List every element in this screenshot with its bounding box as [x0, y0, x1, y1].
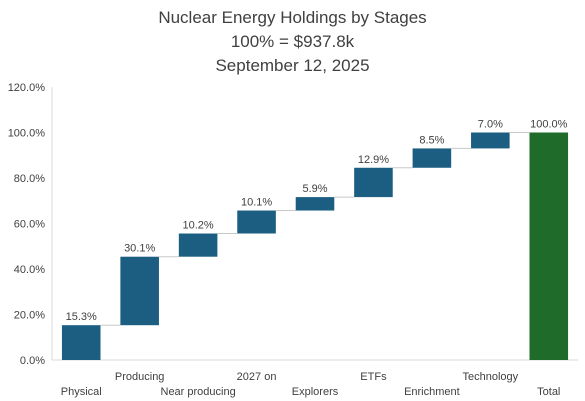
step-bar	[295, 197, 335, 211]
y-tick-label: 120.0%	[8, 82, 46, 94]
step-bar	[412, 148, 452, 168]
y-tick-label: 60.0%	[14, 219, 45, 231]
chart-date: September 12, 2025	[215, 56, 370, 75]
chart-subtitle: 100% = $937.8k	[230, 32, 355, 51]
x-category-label: Producing	[115, 371, 165, 383]
data-label: 30.1%	[124, 243, 155, 255]
y-tick-label: 80.0%	[14, 173, 45, 185]
step-bar	[237, 210, 276, 234]
data-label: 10.1%	[241, 197, 272, 209]
x-category-label: ETFs	[360, 371, 387, 383]
data-label: 100.0%	[530, 119, 568, 131]
x-category-label: Technology	[463, 371, 519, 383]
data-label: 15.3%	[66, 311, 97, 323]
data-label: 5.9%	[302, 183, 327, 195]
step-bar	[354, 167, 393, 198]
x-category-label: Near producing	[161, 386, 236, 398]
y-tick-label: 20.0%	[14, 310, 45, 322]
x-category-label: 2027 on	[237, 371, 277, 383]
y-tick-label: 0.0%	[20, 355, 45, 367]
data-label: 8.5%	[419, 134, 444, 146]
y-tick-label: 40.0%	[14, 264, 45, 276]
step-bar	[178, 233, 218, 257]
x-category-label: Explorers	[292, 386, 339, 398]
y-tick-label: 100.0%	[8, 128, 46, 140]
data-label: 12.9%	[358, 154, 389, 166]
step-bar	[120, 256, 159, 326]
data-label: 7.0%	[478, 119, 503, 131]
x-category-label: Enrichment	[404, 386, 460, 398]
step-bar	[61, 325, 101, 360]
data-label: 10.2%	[183, 220, 214, 232]
x-category-label: Physical	[61, 386, 102, 398]
total-bar	[529, 132, 569, 360]
x-category-label: Total	[537, 386, 560, 398]
step-bar	[471, 132, 510, 149]
chart-title: Nuclear Energy Holdings by Stages	[158, 8, 427, 27]
